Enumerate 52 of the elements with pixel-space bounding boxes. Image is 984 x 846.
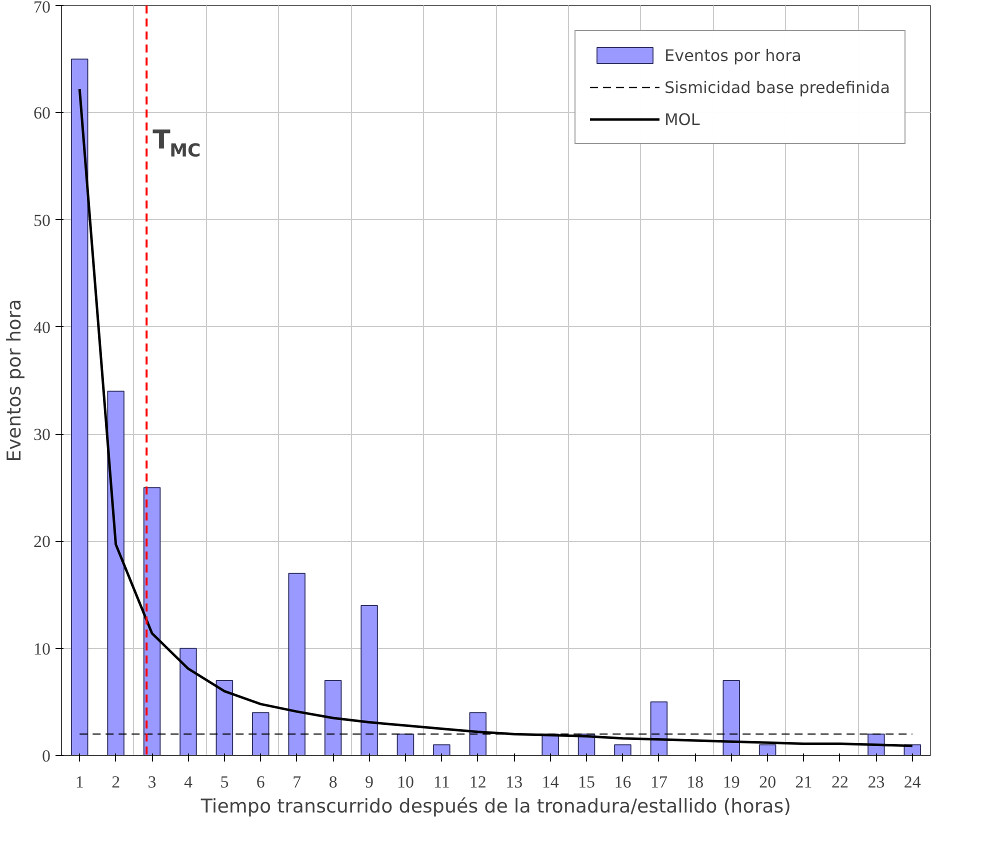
y-axis-title: Eventos por hora bbox=[4, 299, 26, 462]
x-tick-label: 6 bbox=[256, 772, 265, 792]
x-tick-label: 24 bbox=[904, 772, 922, 792]
x-tick-label: 10 bbox=[396, 772, 414, 792]
bar bbox=[650, 701, 668, 756]
y-tick-label: 20 bbox=[34, 532, 50, 552]
bar bbox=[70, 58, 88, 756]
x-tick-label: 13 bbox=[506, 772, 523, 792]
y-tick-label: 40 bbox=[34, 318, 50, 337]
bar bbox=[614, 744, 632, 756]
bar bbox=[252, 712, 270, 756]
x-tick-label: 11 bbox=[434, 772, 450, 792]
y-tick-label: 30 bbox=[34, 425, 50, 444]
bar bbox=[360, 605, 378, 756]
x-tick-label: 9 bbox=[365, 772, 374, 792]
x-tick-label: 7 bbox=[292, 772, 302, 792]
y-tick-label: 10 bbox=[34, 639, 50, 658]
bar bbox=[107, 390, 124, 756]
y-tick-label: 50 bbox=[34, 210, 50, 230]
bar bbox=[216, 680, 234, 756]
bar bbox=[396, 734, 414, 756]
x-tick-label: 19 bbox=[722, 772, 740, 792]
x-tick-label: 3 bbox=[148, 772, 156, 792]
bar bbox=[758, 744, 776, 756]
y-tick-label: 60 bbox=[34, 104, 50, 123]
x-tick-label: 21 bbox=[795, 772, 812, 792]
y-tick-label: 0 bbox=[42, 746, 50, 766]
bar bbox=[722, 680, 740, 756]
bar bbox=[469, 712, 487, 756]
bar bbox=[288, 572, 306, 756]
x-tick-label: 8 bbox=[328, 772, 338, 792]
x-tick-label: 20 bbox=[759, 772, 776, 792]
x-tick-label: 1 bbox=[75, 772, 84, 792]
y-tick-label: 70 bbox=[34, 0, 50, 16]
x-tick-label: 12 bbox=[469, 772, 486, 792]
x-tick-label: 2 bbox=[112, 772, 120, 792]
x-axis-title: Tiempo transcurrido después de la tronadura/estallido (horas) bbox=[200, 796, 792, 818]
bar bbox=[433, 744, 450, 756]
legend-label: Sismicidad base predefinida bbox=[664, 78, 890, 96]
x-tick-label: 23 bbox=[868, 772, 885, 792]
bar bbox=[324, 680, 342, 756]
x-tick-label: 14 bbox=[542, 772, 560, 792]
x-tick-label: 15 bbox=[578, 772, 596, 792]
legend-label: MOL bbox=[664, 110, 700, 128]
bar bbox=[180, 648, 197, 756]
x-tick-label: 18 bbox=[686, 772, 704, 792]
legend-label: Eventos por hora bbox=[664, 46, 802, 64]
x-tick-label: 16 bbox=[614, 772, 632, 792]
x-tick-label: 22 bbox=[831, 772, 848, 792]
x-tick-label: 17 bbox=[650, 772, 668, 792]
x-tick-label: 5 bbox=[220, 772, 229, 792]
x-tick-label: 4 bbox=[184, 772, 193, 792]
